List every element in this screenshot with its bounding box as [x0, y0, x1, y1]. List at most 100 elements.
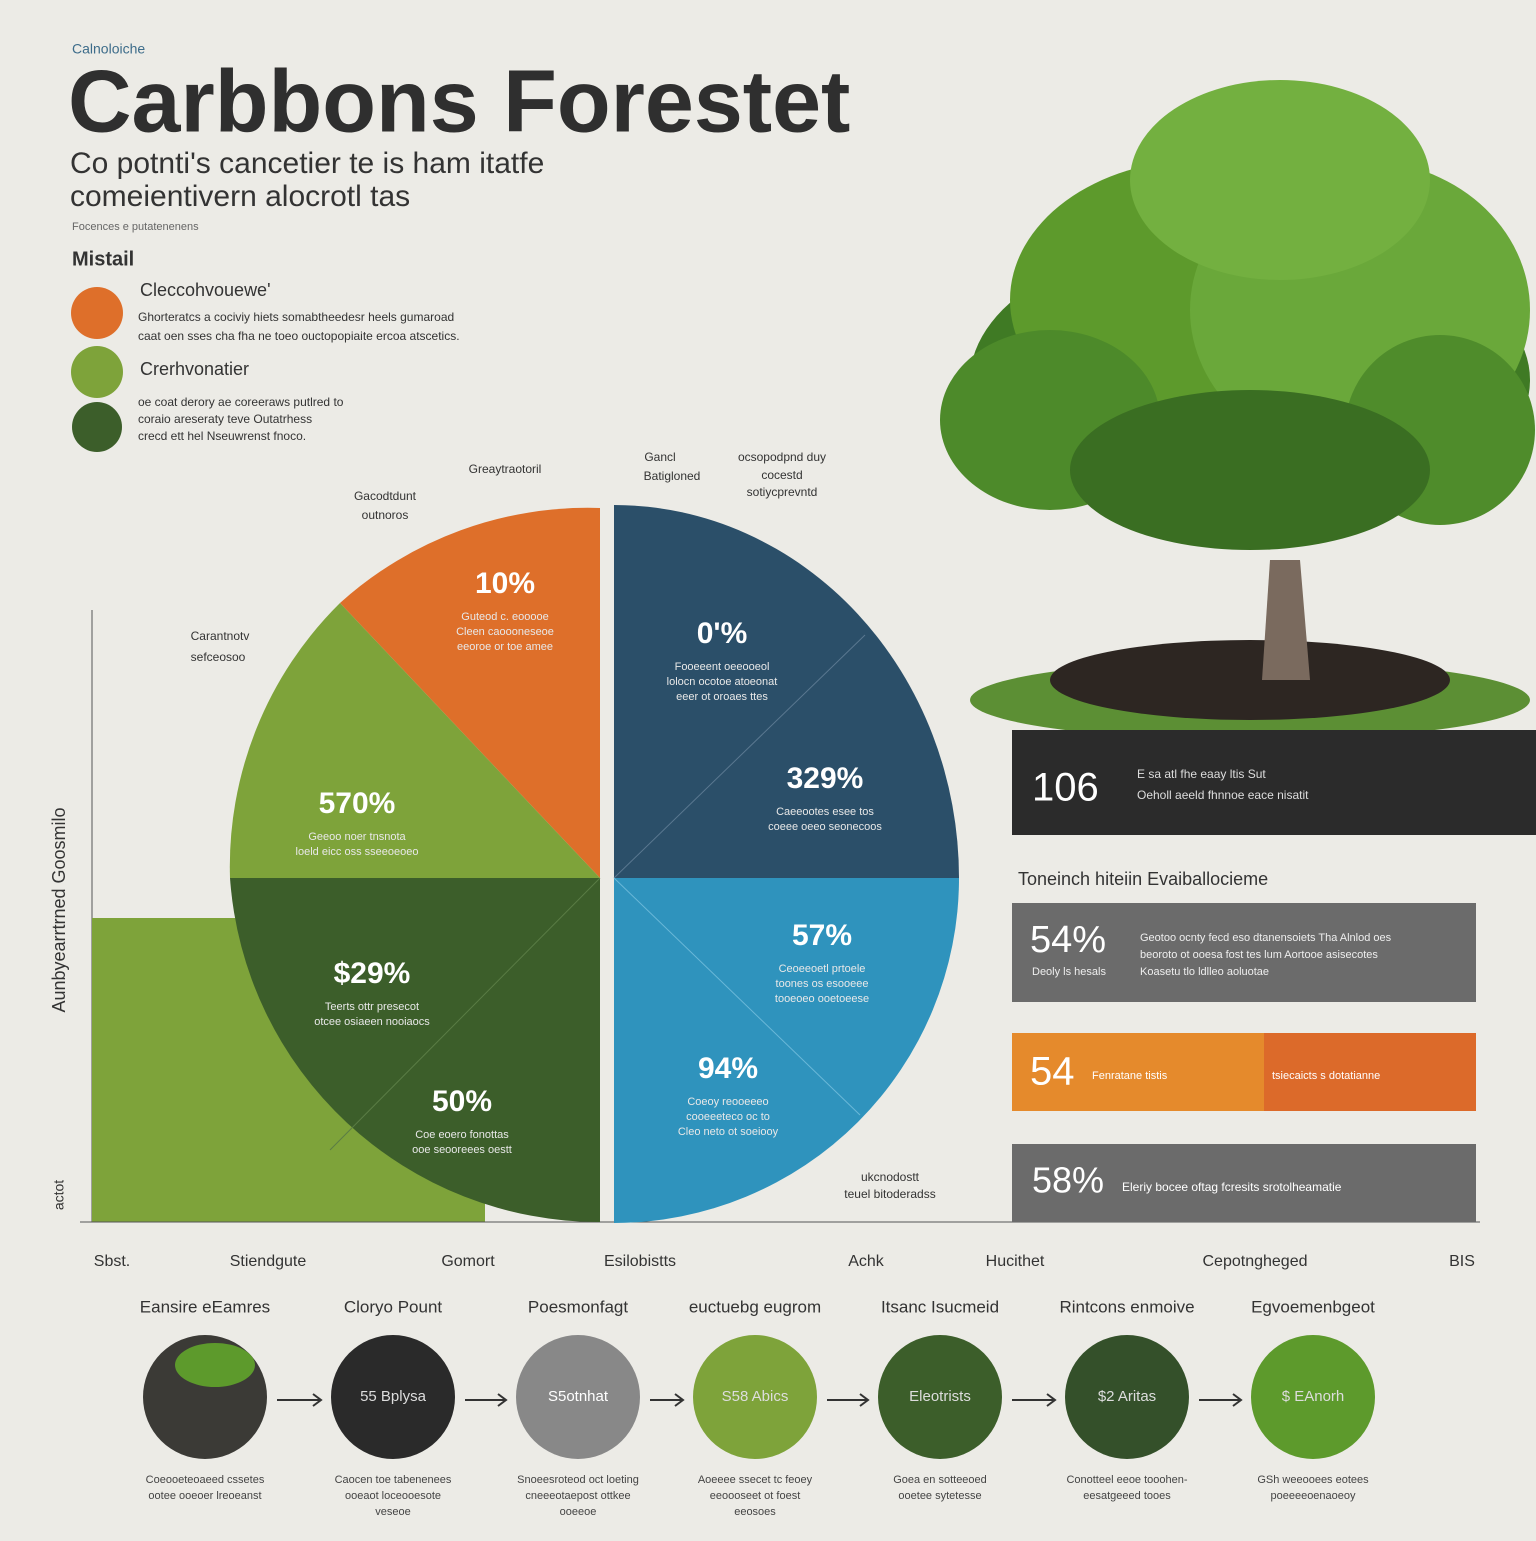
banner — [1012, 730, 1536, 835]
step-caption: Conotteel eeoe tooohen- — [1066, 1474, 1187, 1486]
slice-text: Guteod c. eooooe — [461, 611, 548, 623]
callout: sotiycprevntd — [747, 485, 818, 499]
slice-value: 10% — [475, 567, 535, 600]
callout: teuel bitoderadss — [844, 1187, 935, 1201]
pie-slice — [230, 878, 600, 1223]
x-label: Gomort — [441, 1253, 495, 1270]
panel-text: Koasetu tlo ldlleo aoluotae — [1140, 966, 1269, 978]
legend-heading: Mistail — [72, 248, 134, 270]
slice-text: eeer ot oroaes ttes — [676, 691, 768, 703]
step-title: euctuebg eugrom — [689, 1297, 821, 1316]
step-circle — [1251, 1335, 1375, 1459]
step-inner: 55 Bplysa — [360, 1388, 427, 1405]
banner-text: Oeholl aeeld fhnnoe eace nisatit — [1137, 788, 1309, 802]
step-inner: S58 Abics — [722, 1388, 789, 1405]
step-caption: ooetee sytetesse — [898, 1490, 981, 1502]
step-title: Egvoemenbgeot — [1251, 1297, 1375, 1316]
panel-sub: Fenratane tistis — [1092, 1070, 1168, 1082]
slice-text: lolocn ocotoe atoeonat — [667, 676, 778, 688]
step-title: Itsanc Isucmeid — [881, 1297, 999, 1316]
step-inner: $ EAnorh — [1282, 1388, 1345, 1405]
legend-text: crecd ett hel Nseuwrenst fnoco. — [138, 429, 306, 443]
legend-swatch — [71, 346, 123, 398]
legend-text: coraio areseraty teve Outatrhess — [138, 412, 312, 426]
step-inner: S5otnhat — [548, 1388, 609, 1405]
legend-swatch — [71, 287, 123, 339]
slice-text: Cleen caoooneseoe — [456, 626, 554, 638]
divider — [613, 634, 866, 879]
title: Carbbons Forestet — [68, 51, 850, 150]
step-caption: eeoooseet ot foest — [710, 1490, 801, 1502]
callout: sefceosoo — [191, 650, 246, 664]
slice-text: Coeoy reooeeeo — [687, 1096, 768, 1108]
slice-text: coeee oeeo seonecoos — [768, 821, 882, 833]
step-leaf — [175, 1343, 255, 1387]
callout: Gancl — [644, 450, 675, 464]
legend-swatch — [72, 402, 122, 452]
step-caption: ooeaot loceooesote — [345, 1490, 441, 1502]
pie-slice — [340, 507, 600, 878]
slice-text: Coe eoero fonottas — [415, 1129, 509, 1141]
x-label: Stiendgute — [230, 1253, 307, 1270]
x-labels: Sbst. Stiendgute Gomort Esilobistts Achk Huci… — [94, 1253, 1475, 1270]
x-label: Hucithet — [986, 1253, 1045, 1270]
pie-slice — [614, 878, 959, 1223]
trunk — [1262, 560, 1310, 680]
step-caption: poeeeeoenaoeoy — [1270, 1490, 1356, 1502]
x-label: Esilobistts — [604, 1253, 676, 1270]
soil — [1050, 640, 1450, 720]
slice-value: 50% — [432, 1085, 492, 1118]
panel-value: 58% — [1032, 1160, 1104, 1201]
step-arrowhead — [674, 1393, 685, 1407]
y-bottom: actot — [51, 1180, 67, 1210]
panel-sub: Deoly ls hesals — [1032, 966, 1106, 978]
panel — [1012, 903, 1476, 1002]
banner-text: E sa atl fhe eaay ltis Sut — [1137, 767, 1266, 781]
pie-slice — [614, 505, 959, 878]
step-caption: eeosoes — [734, 1506, 776, 1518]
legend-text: oe coat derory ae coreeraws putlred to — [138, 395, 344, 409]
panel-text: Geotoo ocnty fecd eso dtanensoiets Tha A… — [1140, 932, 1392, 944]
panel — [1012, 1144, 1476, 1222]
slice-text: cooeeeteco oc to — [686, 1111, 770, 1123]
step-title: Rintcons enmoive — [1059, 1297, 1194, 1316]
x-label: Sbst. — [94, 1253, 130, 1270]
step-circle — [331, 1335, 455, 1459]
step-caption: ootee ooeoer lreoeanst — [148, 1490, 261, 1502]
banner-value: 106 — [1032, 766, 1099, 810]
panel — [1012, 1033, 1264, 1111]
slice-text: Cleo neto ot soeiooy — [678, 1126, 779, 1138]
step-caption: Coeooeteoaeed cssetes — [146, 1474, 265, 1486]
step-caption: eesatgeeed tooes — [1083, 1490, 1171, 1502]
step-circle — [1065, 1335, 1189, 1459]
slice-text: Fooeeent oeeooeol — [675, 661, 770, 673]
panel-value: 54 — [1030, 1050, 1075, 1094]
legend-text: Ghorteratcs a cociviy hiets somabtheedes… — [138, 310, 454, 324]
callout: Batigloned — [644, 469, 701, 483]
slice-value: 57% — [792, 919, 852, 952]
legend-label: Cleccohvouewe' — [140, 280, 271, 300]
slice-text: loeld eicc oss sseeoeoeo — [296, 846, 419, 858]
step-circle — [878, 1335, 1002, 1459]
steps: Eansire eEamres Coeooeteoaeed cssetes oote… — [140, 1297, 1375, 1517]
callout: cocestd — [761, 468, 802, 482]
panel-text: tsiecaicts s dotatianne — [1272, 1070, 1380, 1082]
note: Focences e putatenenens — [72, 221, 199, 233]
step-caption: GSh weeooees eotees — [1257, 1474, 1369, 1486]
slice-text: Caeeootes esee tos — [776, 806, 874, 818]
kicker: Calnoloiche — [72, 41, 145, 57]
step-title: Eansire eEamres — [140, 1297, 270, 1316]
step-caption: ooeeoe — [560, 1506, 597, 1518]
callout: ukcnodostt — [861, 1170, 920, 1184]
canopy — [940, 80, 1535, 550]
step-arrowhead — [497, 1393, 508, 1407]
step-arrowhead — [1232, 1393, 1243, 1407]
panel-text: beoroto ot ooesa fost tes lum Aortooe as… — [1140, 949, 1378, 961]
slice-text: eeoroe or toe amee — [457, 641, 553, 653]
callout: ocsopodpnd duy — [738, 450, 826, 464]
divider — [329, 877, 601, 1151]
step-caption: veseoe — [375, 1506, 410, 1518]
slice-text: tooeoeo ooetoeese — [775, 993, 869, 1005]
